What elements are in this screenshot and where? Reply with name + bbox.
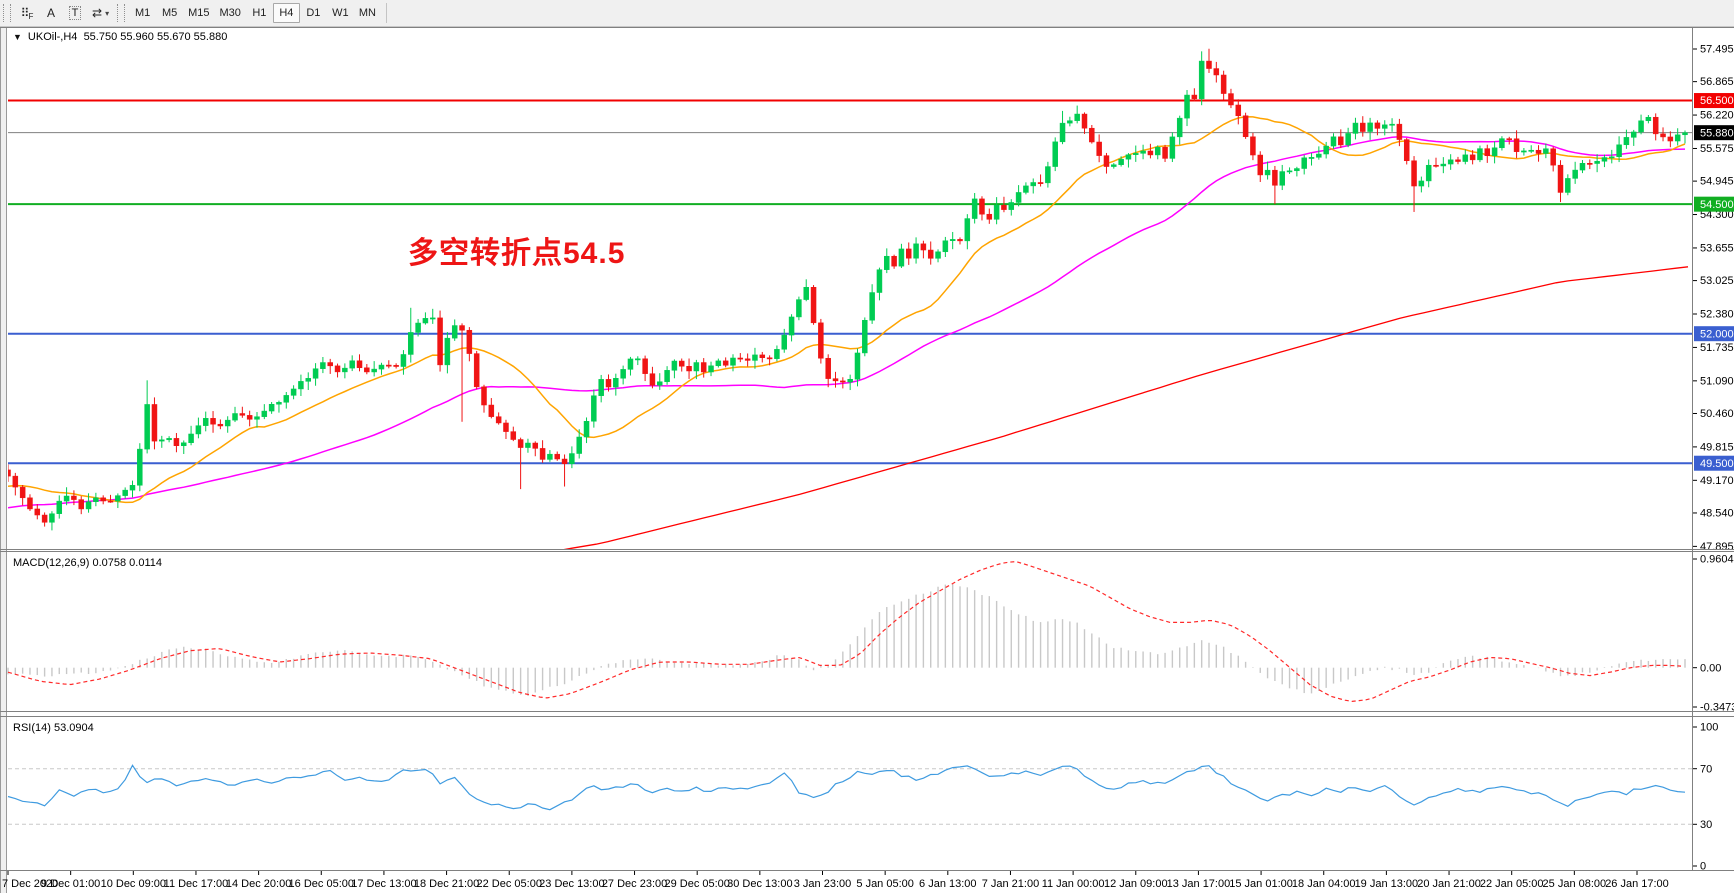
svg-text:23 Dec 13:00: 23 Dec 13:00 [539,878,604,890]
macd-signal-line [7,560,1682,703]
svg-text:27 Dec 23:00: 27 Dec 23:00 [602,878,667,890]
svg-text:29 Dec 05:00: 29 Dec 05:00 [664,878,729,890]
svg-text:53.025: 53.025 [1700,275,1734,287]
svg-text:48.540: 48.540 [1700,508,1734,520]
rsi-indicator-label: RSI(14) 53.0904 [13,722,94,734]
ma-mid-magenta [8,135,1686,509]
svg-text:13 Jan 17:00: 13 Jan 17:00 [1167,878,1231,890]
svg-text:19 Jan 13:00: 19 Jan 13:00 [1355,878,1419,890]
svg-text:51.735: 51.735 [1700,342,1734,354]
svg-text:56.500: 56.500 [1700,95,1734,107]
svg-text:16 Dec 05:00: 16 Dec 05:00 [289,878,354,890]
svg-text:17 Dec 13:00: 17 Dec 13:00 [351,878,416,890]
svg-text:-0.3473: -0.3473 [1700,702,1734,714]
svg-text:53.655: 53.655 [1700,243,1734,255]
timeframe-button-w1[interactable]: W1 [327,3,354,23]
moving-averages [8,116,1689,549]
timeframe-button-h1[interactable]: H1 [246,3,273,23]
svg-text:0.00: 0.00 [1700,662,1721,674]
svg-text:7 Jan 21:00: 7 Jan 21:00 [982,878,1040,890]
svg-text:49.170: 49.170 [1700,475,1734,487]
timeframe-button-m30[interactable]: M30 [214,3,245,23]
toolbar-separator [386,3,387,23]
svg-text:5 Jan 05:00: 5 Jan 05:00 [856,878,914,890]
svg-text:56.220: 56.220 [1700,110,1734,122]
rsi-panel: 100 70 30 0 [7,722,1718,873]
timeframe-button-m1[interactable]: M1 [129,3,156,23]
svg-text:18 Dec 21:00: 18 Dec 21:00 [414,878,479,890]
svg-text:11 Dec 17:00: 11 Dec 17:00 [164,878,229,890]
svg-text:57.495: 57.495 [1700,44,1734,56]
svg-text:49.500: 49.500 [1700,458,1734,470]
timeframe-button-d1[interactable]: D1 [300,3,327,23]
main-price-panel [8,48,1692,549]
timeframe-button-m5[interactable]: M5 [156,3,183,23]
svg-text:9 Dec 01:00: 9 Dec 01:00 [41,878,100,890]
svg-text:50.460: 50.460 [1700,408,1734,420]
toolbar-grip-2[interactable] [117,4,126,22]
timeframe-button-m15[interactable]: M15 [183,3,214,23]
svg-text:51.090: 51.090 [1700,375,1734,387]
svg-text:15 Jan 01:00: 15 Jan 01:00 [1229,878,1293,890]
indicator-grid-icon[interactable]: ⠿ F [16,3,38,23]
toolbar-grip[interactable] [3,4,11,22]
svg-text:70: 70 [1700,763,1712,775]
svg-text:0: 0 [1700,861,1706,873]
svg-text:0.9604: 0.9604 [1700,554,1734,566]
timeframe-button-group: M1 M5 M15 M30 H1 H4 D1 W1 MN [129,3,381,23]
svg-text:54.500: 54.500 [1700,199,1734,211]
svg-text:52.000: 52.000 [1700,328,1734,340]
svg-text:26 Jan 17:00: 26 Jan 17:00 [1605,878,1669,890]
top-toolbar: ⠿ F A T ⇄ ▾ M1 M5 M15 M30 H1 H4 D1 W1 MN [0,0,1734,27]
ma-slow-red [563,266,1689,549]
chevron-down-icon: ▾ [105,8,110,18]
svg-text:49.815: 49.815 [1700,442,1734,454]
candles [8,48,1688,531]
svg-text:25 Jan 08:00: 25 Jan 08:00 [1543,878,1607,890]
svg-text:3 Jan 23:00: 3 Jan 23:00 [794,878,852,890]
macd-values: 0.0758 0.0114 [92,557,163,569]
chart-title: ▼ UKOil-,H4 55.750 55.960 55.670 55.880 [13,31,227,43]
svg-text:54.945: 54.945 [1700,176,1734,188]
svg-text:22 Jan 05:00: 22 Jan 05:00 [1480,878,1544,890]
svg-text:20 Jan 21:00: 20 Jan 21:00 [1417,878,1481,890]
svg-text:30: 30 [1700,819,1712,831]
text-tool-icon[interactable]: T [64,3,86,23]
svg-text:10 Dec 09:00: 10 Dec 09:00 [101,878,166,890]
chart-text-annotation[interactable]: 多空转折点54.5 [408,237,626,270]
macd-panel: 0.9604 0.00 -0.3473 [7,554,1734,714]
svg-text:14 Dec 20:00: 14 Dec 20:00 [226,878,291,890]
ma-fast-orange [8,116,1686,504]
font-tool-icon[interactable]: A [40,3,62,23]
svg-text:100: 100 [1700,722,1718,734]
symbol-dropdown-icon[interactable]: ▼ [13,32,22,42]
symbol-period-label: UKOil-,H4 [27,31,78,43]
price-axis: 57.495 56.865 56.220 55.575 54.945 54.300 53.6… [1692,44,1734,553]
svg-text:30 Dec 13:00: 30 Dec 13:00 [727,878,792,890]
svg-text:56.865: 56.865 [1700,76,1734,88]
svg-text:55.575: 55.575 [1700,143,1734,155]
svg-text:22 Dec 05:00: 22 Dec 05:00 [477,878,542,890]
timeframe-button-h4[interactable]: H4 [272,3,300,23]
rsi-value: 53.0904 [53,722,94,734]
svg-text:54.300: 54.300 [1700,209,1734,221]
ohlc-values: 55.750 55.960 55.670 55.880 [83,31,228,43]
rsi-line [7,764,1686,811]
svg-text:55.880: 55.880 [1700,127,1734,139]
svg-text:6 Jan 13:00: 6 Jan 13:00 [919,878,977,890]
timeframe-button-mn[interactable]: MN [354,3,381,23]
svg-text:12 Jan 09:00: 12 Jan 09:00 [1104,878,1168,890]
svg-text:18 Jan 04:00: 18 Jan 04:00 [1292,878,1356,890]
svg-text:52.380: 52.380 [1700,309,1734,321]
macd-indicator-label: MACD(12,26,9) 0.0758 0.0114 [13,557,163,569]
arrow-tools-icon[interactable]: ⇄ ▾ [88,3,113,23]
svg-text:7 Dec 2020: 7 Dec 2020 [2,878,58,890]
window-left-frame [0,27,7,893]
svg-text:11 Jan 00:00: 11 Jan 00:00 [1042,878,1105,890]
